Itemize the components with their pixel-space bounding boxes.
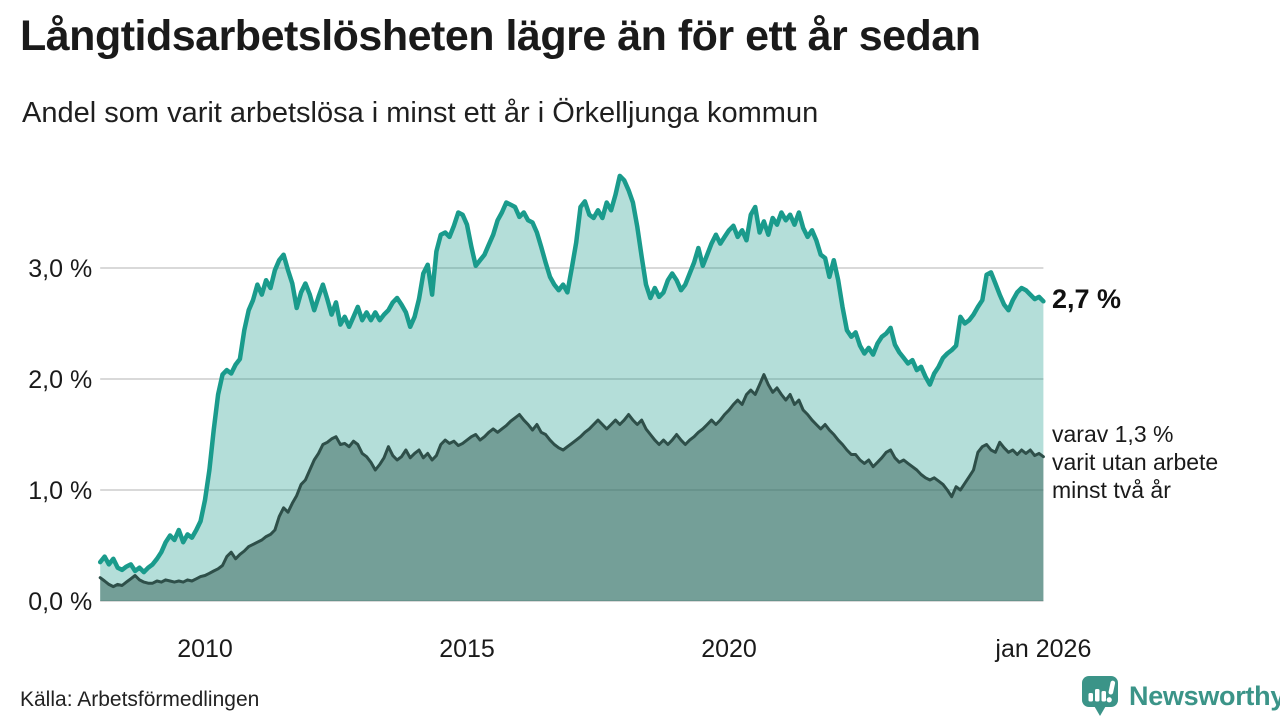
line-series-0 [97,173,1046,575]
x-axis-label: 2015 [439,635,495,663]
y-axis-label: 3,0 % [28,255,92,283]
newsworthy-logo-icon [1082,676,1118,716]
latest-value-annotation: 2,7 % [1052,284,1122,314]
x-axis-label: 2010 [177,635,233,663]
y-axis-label: 0,0 % [28,588,92,616]
two-year-annotation: varav 1,3 % varit utan arbete minst två … [1052,421,1219,503]
area-fill-series-1 [100,374,1044,601]
y-axis-label: 1,0 % [28,477,92,505]
page-subtitle: Andel som varit arbetslösa i minst ett å… [22,97,819,129]
source-note: Källa: Arbetsförmedlingen [20,688,260,711]
x-axis-label: jan 2026 [994,635,1091,663]
y-axis-label: 2,0 % [28,366,92,394]
line-series-1 [98,373,1045,589]
page-title: Långtidsarbetslösheten lägre än för ett … [20,12,981,60]
newsworthy-logo: Newsworthy [1078,674,1280,718]
x-axis-label: 2020 [701,635,757,663]
newsworthy-logo-text: Newsworthy [1129,680,1280,711]
